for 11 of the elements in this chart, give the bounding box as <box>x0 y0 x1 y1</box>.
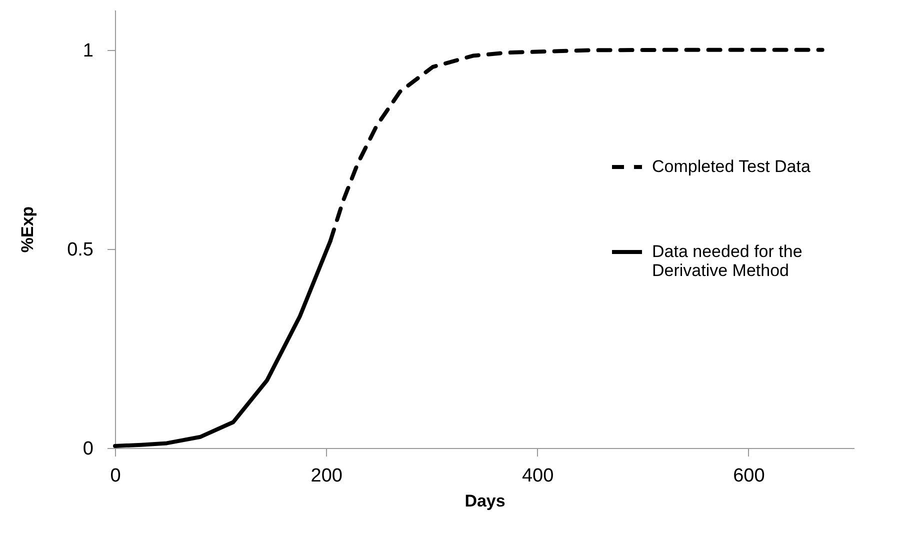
y-axis-title: %Exp <box>18 206 38 253</box>
y-tick-label: 0 <box>82 438 94 460</box>
legend-label: Data needed for the Derivative Method <box>652 242 802 280</box>
legend-label: Completed Test Data <box>652 157 811 176</box>
x-tick-label: 0 <box>110 466 121 486</box>
x-axis-title: Days <box>464 492 506 510</box>
y-tick-label: 1 <box>82 40 94 62</box>
y-tick-label: 0.5 <box>67 239 94 260</box>
x-tick-label: 200 <box>310 466 342 486</box>
x-tick-label: 400 <box>522 466 554 486</box>
x-tick-label: 600 <box>733 466 765 486</box>
